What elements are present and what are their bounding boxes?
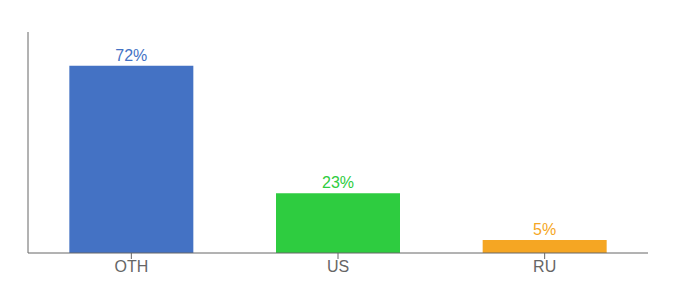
svg-text:RU: RU	[533, 258, 556, 275]
svg-text:OTH: OTH	[114, 258, 148, 275]
svg-text:US: US	[327, 258, 349, 275]
svg-text:23%: 23%	[322, 174, 354, 191]
svg-text:72%: 72%	[115, 47, 147, 64]
svg-text:5%: 5%	[533, 221, 556, 238]
